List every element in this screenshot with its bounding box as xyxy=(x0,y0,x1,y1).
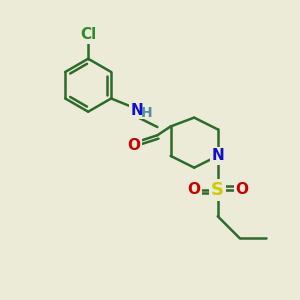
Text: S: S xyxy=(211,181,224,199)
Text: O: O xyxy=(187,182,200,197)
Text: H: H xyxy=(140,106,152,120)
Text: O: O xyxy=(236,182,248,197)
Text: N: N xyxy=(211,148,224,164)
Text: N: N xyxy=(130,103,143,118)
Text: Cl: Cl xyxy=(80,27,96,42)
Text: O: O xyxy=(127,138,140,153)
